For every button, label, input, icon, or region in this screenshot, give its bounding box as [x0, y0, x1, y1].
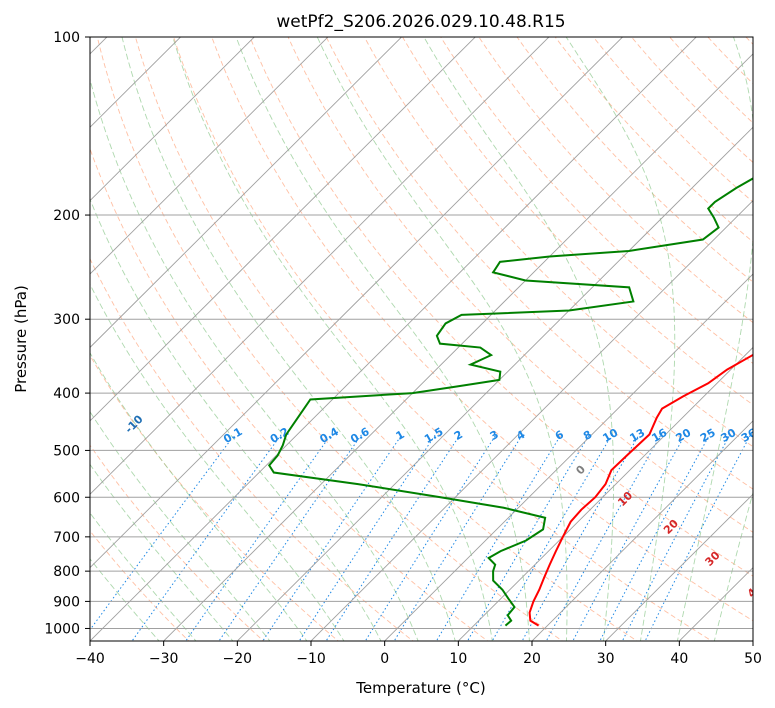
- moist-adiabat-line: [90, 351, 308, 641]
- x-tick-label: 0: [380, 651, 389, 667]
- dry-adiabat-line: [173, 37, 713, 641]
- mixing-ratio-line: [262, 434, 403, 641]
- dewpoint-line: [267, 177, 753, 627]
- temperature-line: [528, 353, 753, 627]
- isotherm-line: [531, 420, 753, 641]
- isotherm-line: [90, 37, 476, 422]
- isotherm-line: [90, 37, 403, 349]
- dry-adiabat-line: [287, 37, 753, 533]
- dry-adiabat-line: [440, 37, 753, 364]
- isotherm-line: [90, 37, 329, 275]
- chart-title: wetPf2_S206.2026.029.10.48.R15: [276, 12, 565, 32]
- mixing-ratio-lines: [90, 434, 752, 641]
- isotherm-line: [90, 37, 550, 495]
- isotherm-line: [163, 53, 753, 641]
- y-tick-label: 600: [53, 490, 80, 506]
- dry-adiabat-line: [325, 37, 753, 490]
- x-tick-label: −20: [223, 651, 253, 667]
- y-tick-label: 300: [53, 312, 80, 328]
- x-tick-label: 30: [597, 651, 615, 667]
- isotherms: [90, 37, 753, 641]
- mixing-ratio-line: [621, 434, 731, 641]
- mixing-ratio-label: 36: [739, 426, 759, 445]
- isotherm-line: [90, 37, 697, 641]
- y-tick-label: 500: [53, 443, 80, 459]
- y-tick-label: 800: [53, 564, 80, 580]
- moist-adiabat-label: 40: [745, 580, 765, 600]
- x-tick-label: 20: [523, 651, 541, 667]
- mixing-ratio-line: [364, 434, 497, 641]
- y-tick-label: 200: [53, 208, 80, 224]
- mixing-ratio-line: [131, 434, 282, 641]
- mixing-ratio-line: [521, 434, 640, 641]
- x-axis: −40 −30 −20 −10 0 10 20 30 40 50: [75, 641, 762, 667]
- x-axis-label: Temperature (°C): [355, 679, 485, 697]
- plot-background: [90, 37, 753, 641]
- isotherm-line: [457, 346, 753, 641]
- moist-adiabat-line: [565, 37, 676, 641]
- plot-frame: [89, 36, 754, 642]
- isotherm-line: [752, 640, 753, 641]
- y-tick-label: 100: [53, 30, 80, 46]
- pressure-gridlines: [90, 37, 753, 629]
- x-tick-label: −40: [75, 651, 105, 667]
- y-tick-label: 700: [53, 530, 80, 546]
- mixing-ratio-line: [491, 434, 613, 641]
- x-tick-label: −30: [149, 651, 179, 667]
- plot-area: 0.10.20.40.611.52346810131620253036-100-…: [90, 24, 775, 644]
- y-tick-label: 1000: [44, 621, 80, 637]
- mixing-ratio-line: [435, 434, 562, 641]
- isotherm-line: [236, 126, 753, 641]
- y-axis-label: Pressure (hPa): [12, 285, 30, 393]
- moist-adiabat-line: [676, 37, 753, 641]
- mixing-ratio-line: [218, 434, 363, 641]
- x-tick-label: 50: [744, 651, 762, 667]
- isotherm-line: [605, 493, 753, 641]
- series-lines: [267, 177, 753, 627]
- isotherm-line: [90, 37, 624, 569]
- dry-adiabat-line: [249, 37, 753, 577]
- mixing-ratio-line: [545, 434, 662, 641]
- moist-adiabat-line: [172, 37, 493, 641]
- mixing-ratio-line: [572, 434, 686, 641]
- dry-adiabat-line: [771, 24, 775, 644]
- dry-adiabat-line: [402, 37, 753, 406]
- moist-adiabat-line: [423, 37, 615, 641]
- y-tick-label: 900: [53, 594, 80, 610]
- moist-adiabat-line: [316, 37, 568, 641]
- x-tick-label: 10: [449, 651, 467, 667]
- y-tick-label: 400: [53, 386, 80, 402]
- mixing-ratio-line: [599, 434, 711, 641]
- isotherm-line: [90, 37, 255, 202]
- x-tick-label: −10: [296, 651, 326, 667]
- isotherm-line: [384, 273, 753, 641]
- x-tick-label: 40: [670, 651, 688, 667]
- y-axis: 1000 900 800 700 600 500 400 300 200 100: [44, 30, 90, 637]
- isotherm-line: [310, 200, 753, 641]
